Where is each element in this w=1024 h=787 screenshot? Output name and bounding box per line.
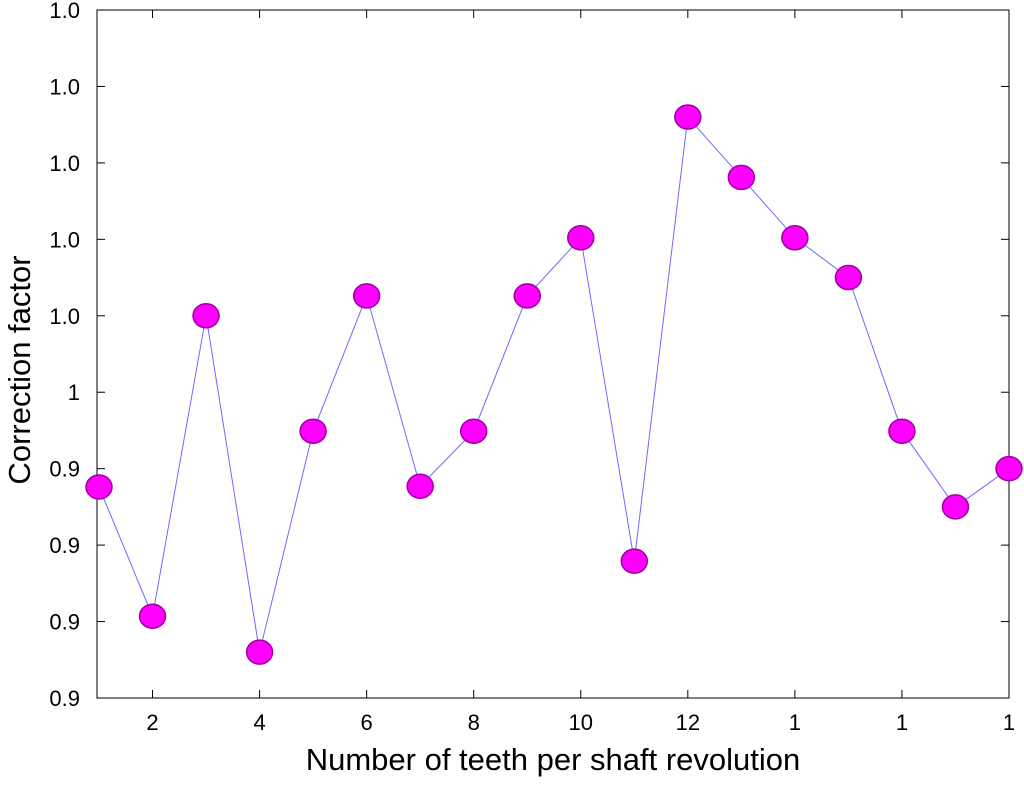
y-tick-label: 1.0	[49, 304, 80, 329]
plot-frame	[96, 9, 1010, 699]
marker	[727, 164, 756, 191]
y-tick-label: 0.9	[49, 533, 80, 558]
y-tick-label: 1.0	[49, 0, 80, 23]
marker	[352, 283, 381, 309]
marker	[85, 474, 113, 500]
x-tick-label: 10	[569, 710, 593, 735]
y-tick-label: 1.0	[49, 227, 80, 252]
x-axis-label: Number of teeth per shaft revolution	[306, 742, 801, 777]
y-tick-label: 1	[68, 380, 80, 405]
y-axis-label: Correction factor	[2, 255, 37, 484]
marker	[888, 418, 916, 444]
y-tick-label: 0.9	[49, 610, 80, 635]
marker	[299, 418, 327, 444]
marker	[138, 603, 167, 629]
marker	[781, 225, 809, 251]
marker	[406, 473, 434, 499]
x-tick-label: 6	[361, 710, 373, 735]
y-tick-label: 1.0	[49, 74, 80, 99]
x-tick-label: 1	[896, 710, 908, 735]
marker	[620, 548, 649, 574]
marker	[245, 639, 274, 665]
marker	[513, 283, 541, 309]
marker	[834, 264, 863, 291]
y-tick-label: 0.9	[49, 457, 80, 482]
x-tick-label: 2	[146, 710, 158, 735]
marker	[567, 225, 595, 251]
x-tick-label: 1	[789, 710, 801, 735]
x-tick-label: 4	[253, 710, 265, 735]
marker	[674, 104, 702, 130]
marker	[941, 494, 970, 520]
marker	[459, 418, 488, 444]
x-tick-label: 1	[1003, 710, 1015, 735]
y-tick-label: 0.9	[49, 686, 80, 711]
x-tick-label: 12	[676, 710, 700, 735]
series-line	[98, 115, 1010, 653]
y-tick-label: 1.0	[49, 151, 80, 176]
marker	[192, 303, 220, 329]
marker	[995, 455, 1023, 482]
x-tick-label: 8	[468, 710, 480, 735]
